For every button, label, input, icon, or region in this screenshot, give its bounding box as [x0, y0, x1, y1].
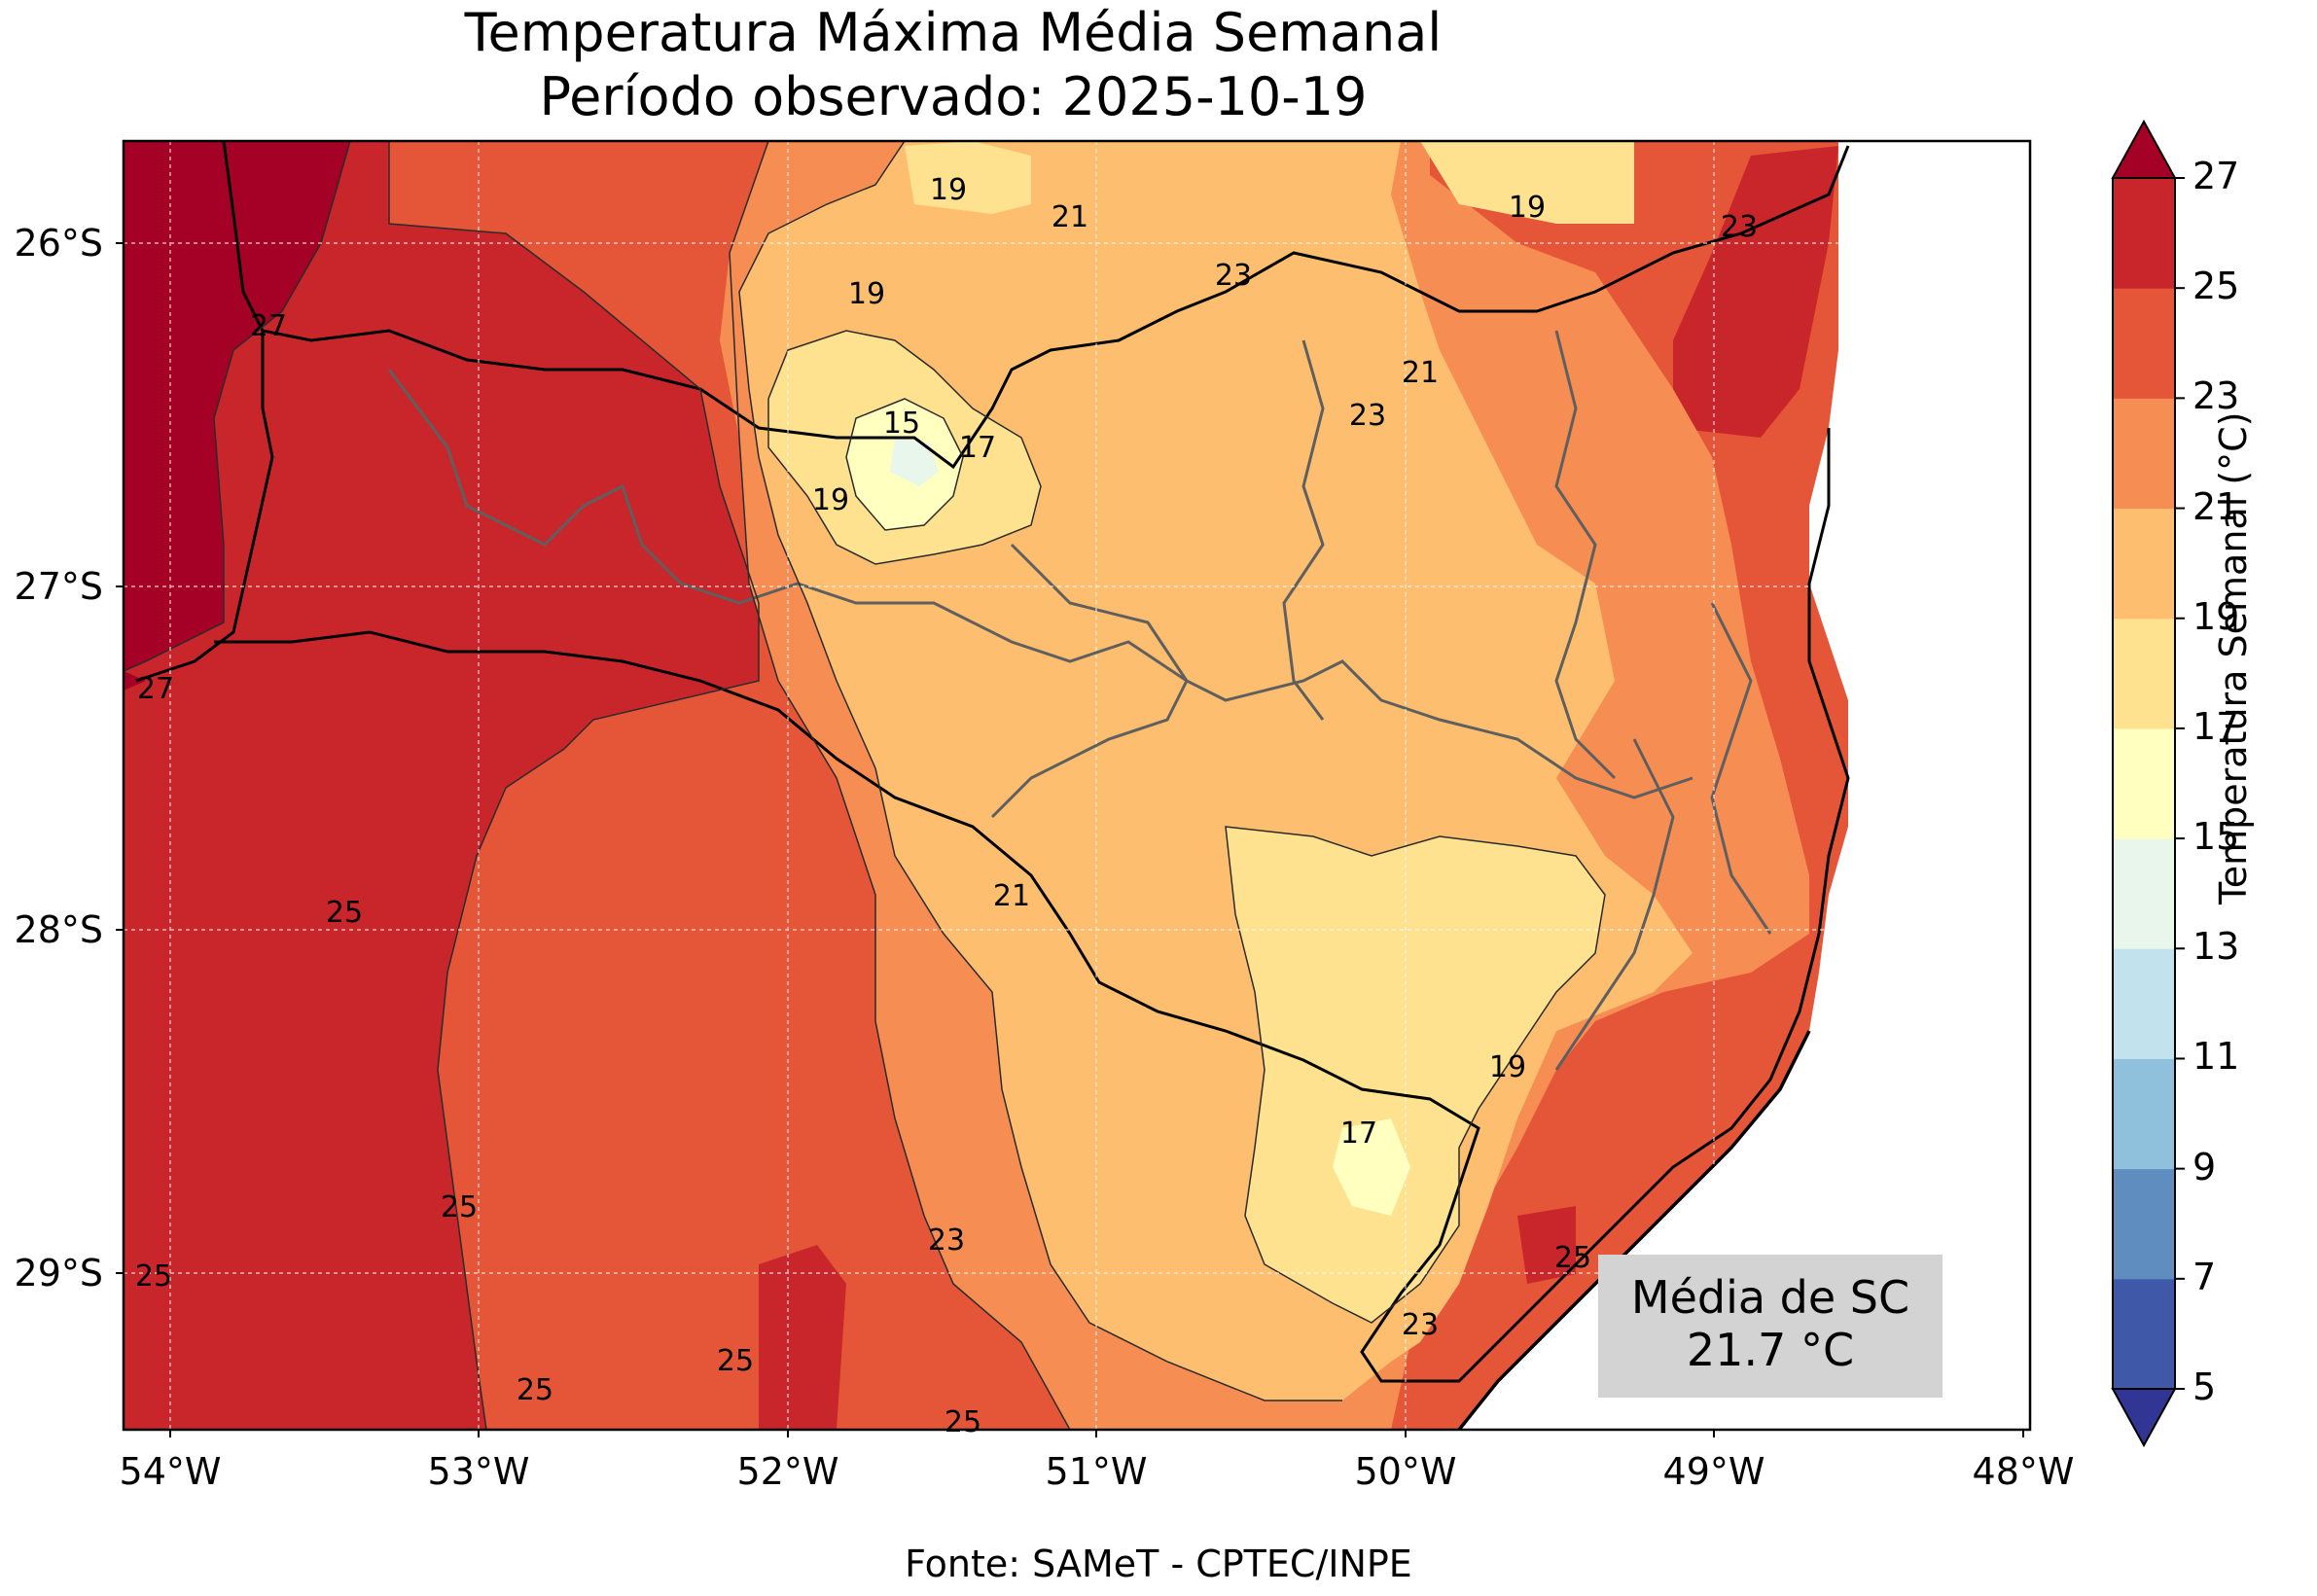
lon-tick-label: 51°W [1046, 1450, 1148, 1493]
contour-label: 27 [250, 309, 287, 343]
lon-tick-label: 50°W [1355, 1450, 1457, 1493]
contour-label: 23 [928, 1224, 965, 1258]
colorbar-under-arrow [2111, 1388, 2177, 1448]
contour-label: 17 [1340, 1117, 1377, 1151]
lon-axis: 54°W 53°W 52°W 51°W 50°W 49°W 48°W [120, 1430, 2075, 1493]
contour-label: 23 [1215, 259, 1252, 293]
colorbar-tick-label: 9 [2192, 1145, 2217, 1188]
contour-label: 25 [717, 1344, 754, 1378]
colorbar-segment [2113, 508, 2175, 620]
field-25-27-west [124, 141, 759, 1430]
map-title: Temperatura Máxima Média Semanal [464, 2, 1443, 63]
map-frame [122, 139, 2032, 1432]
contour-label: 19 [812, 483, 849, 517]
contour-label: 23 [1402, 1308, 1439, 1342]
colorbar-segment [2113, 727, 2175, 839]
colorbar-tick-label: 17 [2192, 704, 2240, 748]
lat-tick-label: 26°S [15, 222, 103, 265]
field-17-19 [768, 141, 1634, 1323]
border-municipal [387, 330, 1772, 1071]
colorbar-tick-label: 15 [2192, 815, 2240, 859]
contour-label: 25 [945, 1405, 981, 1439]
data-source: Fonte: SAMeT - CPTEC/INPE [905, 1543, 1412, 1585]
contour-label: 15 [883, 407, 920, 441]
lon-tick-label: 52°W [737, 1450, 839, 1493]
contour-label: 23 [1349, 399, 1386, 433]
lat-tick-label: 28°S [15, 908, 103, 951]
lon-tick-label: 49°W [1663, 1450, 1765, 1493]
coastline [1457, 1030, 1811, 1430]
field-25-27-islands [759, 146, 1838, 1430]
colorbar-segment [2113, 1168, 2175, 1280]
colorbar-segment [2113, 838, 2175, 949]
state-average-label: Média de SC [1630, 1271, 1910, 1324]
temperature-field [124, 141, 2030, 1430]
colorbar-tick-label: 11 [2192, 1035, 2240, 1079]
field-15-17 [846, 399, 1410, 1216]
lon-tick-label: 53°W [428, 1450, 530, 1493]
colorbar-tick-label: 7 [2192, 1255, 2217, 1298]
contour-label: 21 [1402, 356, 1439, 390]
state-average-box: Média de SC 21.7 °C [1598, 1255, 1943, 1398]
colorbar-segment [2113, 288, 2175, 399]
lat-tick-label: 27°S [15, 565, 103, 608]
contour-label: 17 [959, 431, 996, 465]
colorbar-segment [2113, 1058, 2175, 1170]
field-above-27-sw [124, 671, 146, 691]
contour-label: 25 [441, 1190, 478, 1224]
colorbar-tick-label: 19 [2192, 594, 2240, 638]
ocean-area [1459, 141, 2030, 1430]
field-above-27 [124, 141, 350, 671]
contour-label: 27 [137, 672, 174, 706]
contour-label: 19 [930, 173, 967, 207]
contour-label: 25 [1554, 1241, 1591, 1275]
colorbar-tick-label: 21 [2192, 484, 2240, 528]
contour-lines [124, 141, 1606, 1430]
colorbar-tick-label: 5 [2192, 1365, 2217, 1408]
map-subtitle: Período observado: 2025-10-19 [539, 66, 1368, 127]
colorbar-over-arrow [2111, 119, 2177, 179]
contour-label: 21 [1052, 200, 1088, 234]
lat-axis: 26°S 27°S 28°S 29°S [15, 222, 124, 1295]
colorbar-label: Temperatura Semanal (°C) [2212, 411, 2255, 904]
colorbar-tick-label: 27 [2192, 155, 2240, 197]
contour-label: 19 [1489, 1050, 1526, 1084]
state-average-value: 21.7 °C [1686, 1324, 1855, 1376]
contour-labels: 19 21 19 23 19 23 21 23 27 15 17 19 27 2… [135, 173, 1758, 1439]
contour-label: 25 [517, 1373, 553, 1407]
lat-tick-label: 29°S [15, 1252, 103, 1295]
colorbar-outline [2112, 177, 2176, 1390]
colorbar-tick-label: 23 [2192, 374, 2240, 418]
field-13-15 [890, 438, 939, 486]
contour-label: 25 [326, 896, 363, 930]
colorbar-segment [2113, 398, 2175, 510]
contour-label: 25 [135, 1259, 172, 1294]
colorbar-segment [2113, 178, 2175, 289]
lon-tick-label: 54°W [120, 1450, 222, 1493]
lon-tick-label: 48°W [1973, 1450, 2075, 1493]
contour-label: 23 [1721, 210, 1758, 244]
colorbar-segment [2113, 948, 2175, 1059]
colorbar-segment [2113, 1278, 2175, 1390]
colorbar [2111, 119, 2185, 1448]
colorbar-tick-label: 25 [2192, 265, 2240, 308]
colorbar-segment [2113, 618, 2175, 729]
contour-label: 19 [848, 277, 885, 311]
colorbar-tick-label: 13 [2192, 925, 2240, 969]
contour-label: 21 [993, 879, 1030, 913]
contour-label: 19 [1509, 191, 1546, 225]
